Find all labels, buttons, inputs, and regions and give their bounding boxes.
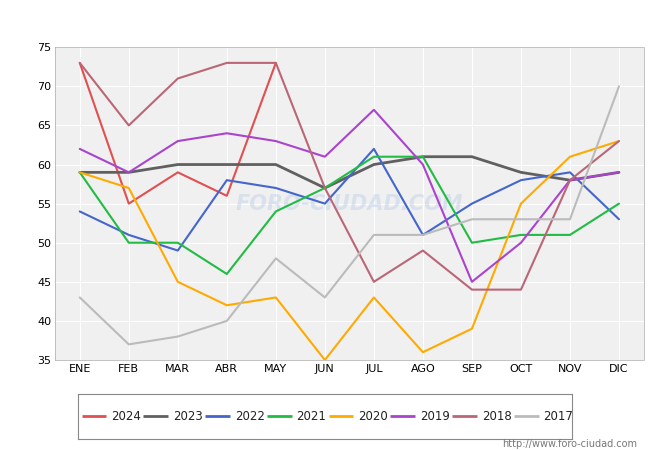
Text: 2019: 2019 <box>420 410 450 423</box>
Text: Afiliados en Sot de Chera a 31/5/2024: Afiliados en Sot de Chera a 31/5/2024 <box>168 12 482 30</box>
Text: 2021: 2021 <box>296 410 326 423</box>
Text: FORO-CIUDAD.COM: FORO-CIUDAD.COM <box>235 194 463 214</box>
Text: http://www.foro-ciudad.com: http://www.foro-ciudad.com <box>502 439 637 449</box>
Text: 2017: 2017 <box>543 410 573 423</box>
Text: 2020: 2020 <box>358 410 388 423</box>
Text: 2018: 2018 <box>482 410 512 423</box>
Text: 2024: 2024 <box>111 410 141 423</box>
Text: 2022: 2022 <box>235 410 265 423</box>
Text: 2023: 2023 <box>173 410 203 423</box>
